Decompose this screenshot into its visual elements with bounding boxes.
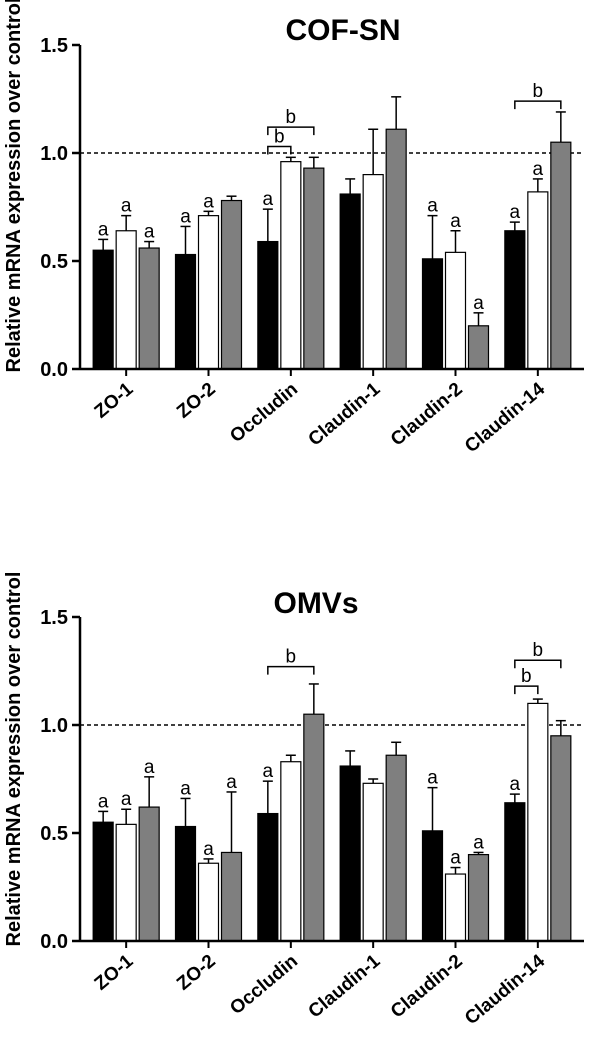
bar: [174, 825, 197, 942]
bar: [220, 851, 243, 942]
significance-letter: a: [533, 159, 544, 180]
significance-letter: a: [510, 202, 521, 223]
chart-title: OMVs: [273, 587, 358, 620]
x-tick-label: ZO-1: [91, 950, 138, 994]
bar: [115, 230, 137, 370]
comparison-bracket: [514, 685, 539, 695]
bar: [550, 735, 572, 942]
y-tick-label: 1.0: [40, 715, 68, 737]
bar: [421, 830, 444, 942]
bar: [385, 128, 407, 370]
bracket-letter: b: [274, 127, 285, 148]
bracket-letter: b: [533, 640, 544, 661]
bracket-letter: b: [286, 647, 297, 668]
bar: [115, 823, 137, 942]
significance-letter: a: [427, 768, 438, 789]
x-tick-label: Occludin: [226, 379, 302, 447]
bar: [280, 761, 302, 942]
y-tick-label: 1.5: [40, 607, 68, 629]
significance-letter: a: [510, 774, 521, 795]
chart-panel-omvs: OMVs Relative mRNA expression over contr…: [3, 572, 584, 1029]
x-tick-label: Claudin-2: [387, 951, 467, 1023]
bar: [467, 325, 490, 370]
bracket-letter: b: [286, 107, 297, 128]
y-tick-label: 0.5: [40, 251, 68, 273]
y-tick-label: 0.0: [40, 931, 68, 953]
bar: [197, 215, 220, 370]
bar: [362, 782, 384, 942]
bar: [220, 199, 243, 370]
bar: [421, 258, 444, 370]
bar: [138, 806, 160, 942]
bar: [280, 161, 302, 370]
bar: [257, 812, 279, 942]
significance-letter: a: [473, 293, 484, 314]
bar: [444, 873, 467, 942]
significance-letter: a: [180, 206, 191, 227]
bracket-letter: b: [533, 81, 544, 102]
bar: [504, 802, 526, 942]
bar: [92, 249, 114, 370]
chart-panel-cof-sn: COF-SN Relative mRNA expression over con…: [3, 0, 584, 457]
bar: [257, 240, 279, 370]
bar: [303, 713, 325, 942]
bar: [550, 141, 572, 370]
bar: [444, 251, 467, 370]
bar: [385, 754, 407, 942]
x-tick-label: Claudin-1: [305, 378, 385, 450]
x-tick-label: ZO-2: [173, 379, 220, 423]
significance-letter: a: [226, 772, 237, 793]
significance-letter: a: [180, 778, 191, 799]
bar: [527, 191, 549, 370]
significance-letter: a: [121, 196, 132, 217]
bar: [92, 821, 114, 942]
bar: [362, 174, 384, 370]
significance-letter: a: [263, 189, 274, 210]
bar: [303, 167, 325, 370]
y-tick-label: 1.5: [40, 35, 68, 57]
bar: [467, 853, 490, 942]
chart-title: COF-SN: [286, 14, 401, 47]
significance-letter: a: [427, 196, 438, 217]
comparison-bracket: [267, 126, 315, 136]
significance-letter: a: [450, 211, 461, 232]
comparison-bracket: [514, 100, 562, 110]
y-axis-label: Relative mRNA expression over control: [3, 0, 25, 372]
significance-letter: a: [144, 757, 155, 778]
significance-letter: a: [121, 789, 132, 810]
x-tick-label: Claudin-14: [461, 378, 549, 457]
comparison-bracket: [267, 665, 315, 675]
significance-letter: a: [450, 848, 461, 869]
significance-letter: a: [473, 832, 484, 853]
bracket-letter: b: [521, 666, 532, 687]
x-tick-label: Occludin: [226, 951, 302, 1019]
y-tick-label: 0.5: [40, 823, 68, 845]
comparison-bracket: [514, 659, 562, 669]
bar: [339, 193, 361, 370]
y-tick-label: 1.0: [40, 143, 68, 165]
bar: [138, 247, 160, 370]
x-tick-label: Claudin-14: [461, 950, 549, 1029]
x-tick-label: Claudin-2: [387, 379, 467, 451]
bar: [174, 253, 197, 370]
comparison-bracket: [267, 145, 292, 155]
significance-letter: a: [263, 761, 274, 782]
x-tick-label: ZO-1: [91, 378, 138, 422]
bar: [527, 702, 549, 942]
significance-letter: a: [203, 839, 214, 860]
x-tick-label: ZO-2: [173, 951, 220, 995]
x-tick-label: Claudin-1: [305, 950, 385, 1022]
significance-letter: a: [203, 191, 214, 212]
significance-letter: a: [98, 791, 109, 812]
significance-letter: a: [144, 222, 155, 243]
y-tick-label: 0.0: [40, 359, 68, 381]
bar: [339, 765, 361, 942]
significance-letter: a: [98, 219, 109, 240]
bar: [197, 862, 220, 942]
y-axis-label: Relative mRNA expression over control: [3, 572, 25, 947]
bar: [504, 230, 526, 370]
